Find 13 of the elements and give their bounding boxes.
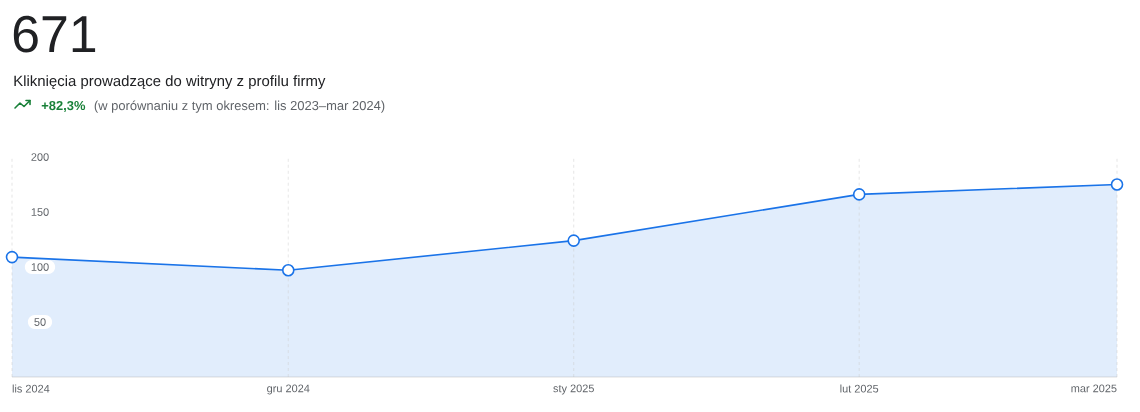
x-tick-label: gru 2024	[267, 384, 310, 395]
x-tick-label: lut 2025	[840, 384, 879, 393]
chart-title: 671	[13, 15, 96, 53]
y-tick-label: 50	[34, 318, 46, 326]
text: (w porównaniu z tym okresem: lis 2023–mar 2024)	[94, 100, 385, 113]
y-tick-label: 200	[31, 153, 49, 161]
y-tick-label: 100	[31, 263, 49, 271]
text: +82,3%	[41, 100, 86, 112]
chart-subtitle: Kliknięcia prowadzące do witryny z profilu firmy	[14, 75, 326, 90]
x-tick-label: mar 2025	[1071, 384, 1117, 393]
x-tick-label: sty 2025	[553, 384, 594, 395]
y-tick-label: 150	[31, 208, 49, 216]
x-tick-label: lis 2024	[12, 384, 50, 393]
